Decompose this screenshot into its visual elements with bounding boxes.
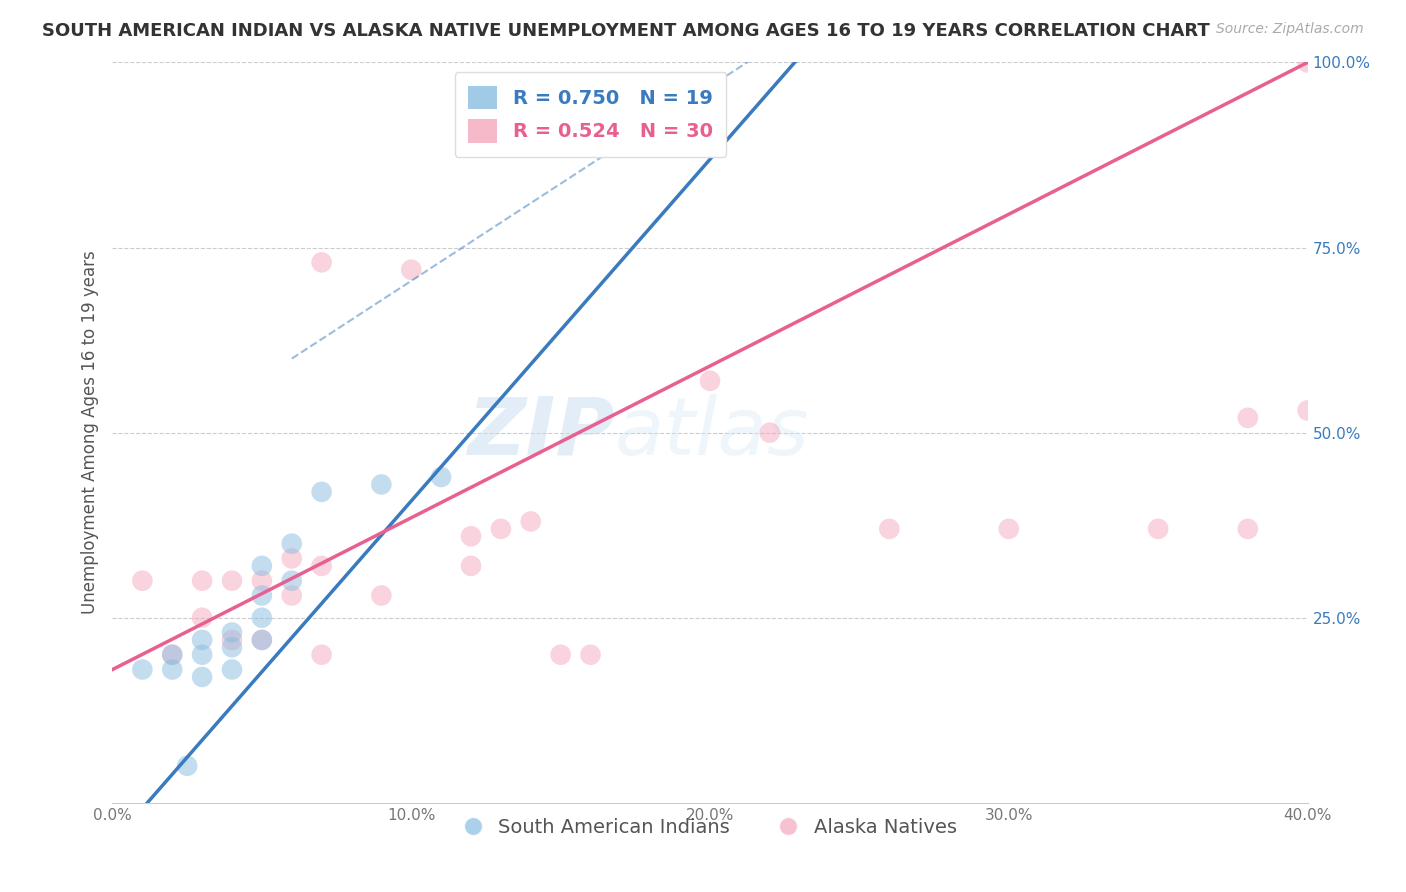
- Y-axis label: Unemployment Among Ages 16 to 19 years: Unemployment Among Ages 16 to 19 years: [80, 251, 98, 615]
- Point: [1296, 403, 1319, 417]
- Text: SOUTH AMERICAN INDIAN VS ALASKA NATIVE UNEMPLOYMENT AMONG AGES 16 TO 19 YEARS CO: SOUTH AMERICAN INDIAN VS ALASKA NATIVE U…: [42, 22, 1211, 40]
- Point: [221, 632, 243, 647]
- Point: [221, 663, 243, 677]
- Point: [191, 610, 214, 624]
- Point: [281, 536, 304, 550]
- Point: [250, 558, 273, 573]
- Point: [250, 632, 273, 647]
- Point: [489, 522, 512, 536]
- Point: [191, 670, 214, 684]
- Point: [131, 574, 153, 588]
- Point: [430, 470, 453, 484]
- Point: [699, 374, 721, 388]
- Point: [250, 632, 273, 647]
- Point: [401, 262, 423, 277]
- Point: [550, 648, 572, 662]
- Point: [221, 574, 243, 588]
- Point: [162, 648, 183, 662]
- Point: [191, 574, 214, 588]
- Point: [250, 610, 273, 624]
- Text: Source: ZipAtlas.com: Source: ZipAtlas.com: [1216, 22, 1364, 37]
- Point: [162, 648, 183, 662]
- Point: [281, 574, 304, 588]
- Text: ZIP: ZIP: [467, 393, 614, 472]
- Point: [520, 515, 543, 529]
- Point: [1147, 522, 1170, 536]
- Point: [191, 632, 214, 647]
- Point: [311, 255, 333, 269]
- Point: [879, 522, 901, 536]
- Point: [221, 640, 243, 655]
- Point: [311, 558, 333, 573]
- Point: [370, 589, 392, 603]
- Point: [131, 663, 153, 677]
- Point: [176, 758, 198, 772]
- Point: [162, 663, 183, 677]
- Point: [460, 529, 482, 543]
- Point: [311, 484, 333, 499]
- Point: [1237, 522, 1260, 536]
- Point: [759, 425, 782, 440]
- Point: [281, 551, 304, 566]
- Point: [311, 648, 333, 662]
- Point: [370, 477, 392, 491]
- Point: [221, 625, 243, 640]
- Point: [250, 589, 273, 603]
- Text: atlas: atlas: [614, 393, 810, 472]
- Legend: South American Indians, Alaska Natives: South American Indians, Alaska Natives: [456, 810, 965, 845]
- Point: [998, 522, 1021, 536]
- Point: [460, 558, 482, 573]
- Point: [281, 589, 304, 603]
- Point: [191, 648, 214, 662]
- Point: [579, 648, 602, 662]
- Point: [1237, 410, 1260, 425]
- Point: [250, 574, 273, 588]
- Point: [1296, 55, 1319, 70]
